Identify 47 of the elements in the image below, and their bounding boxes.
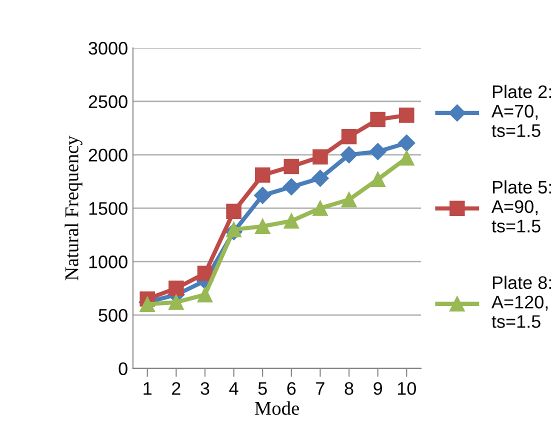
point	[226, 222, 242, 238]
y-axis-title: Natural Frequency	[64, 136, 82, 280]
point	[370, 172, 386, 187]
point	[398, 108, 414, 123]
point	[284, 213, 300, 229]
x-tick-label: 9	[374, 382, 382, 395]
x-tick-label: 1	[144, 382, 152, 395]
x-tick-label: 5	[258, 382, 267, 395]
point	[168, 280, 184, 296]
point	[197, 266, 213, 281]
point	[341, 128, 357, 144]
point	[140, 296, 156, 312]
point	[369, 143, 386, 160]
x-tick-label: 8	[344, 382, 354, 395]
y-tick-label: 2500	[88, 95, 128, 108]
point	[341, 192, 357, 208]
point	[254, 186, 272, 204]
x-tick-label: 6	[287, 382, 296, 395]
legend-label: Plate 2: A=70, ts=1.5	[491, 84, 552, 138]
x-tick-label: 10	[398, 382, 416, 395]
point	[340, 146, 358, 164]
x-tick-label: 2	[172, 382, 180, 395]
legend-label: Plate 5: A=90, ts=1.5	[491, 180, 552, 232]
y-tick-label: 0	[118, 362, 128, 376]
y-tick-label: 2000	[88, 148, 128, 162]
y-tick-label: 500	[98, 308, 128, 322]
x-tick-label: 3	[200, 382, 210, 395]
point	[226, 204, 242, 220]
x-axis-title: Mode	[254, 401, 300, 415]
point	[254, 167, 270, 183]
point	[168, 294, 184, 310]
point	[312, 149, 328, 165]
point	[398, 150, 414, 166]
legend-label: Plate 8: A=120, ts=1.5	[491, 276, 552, 328]
point	[398, 134, 416, 152]
x-tick-label: 7	[316, 382, 324, 395]
y-tick-label: 3000	[88, 42, 128, 55]
point	[312, 200, 328, 216]
point	[312, 170, 329, 187]
point	[197, 287, 213, 302]
y-tick-label: 1500	[89, 202, 128, 215]
y-tick-label: 1000	[89, 256, 128, 268]
point	[254, 218, 270, 234]
point	[370, 112, 386, 128]
point	[284, 158, 300, 174]
x-tick-label: 4	[229, 382, 238, 395]
point	[282, 178, 300, 196]
